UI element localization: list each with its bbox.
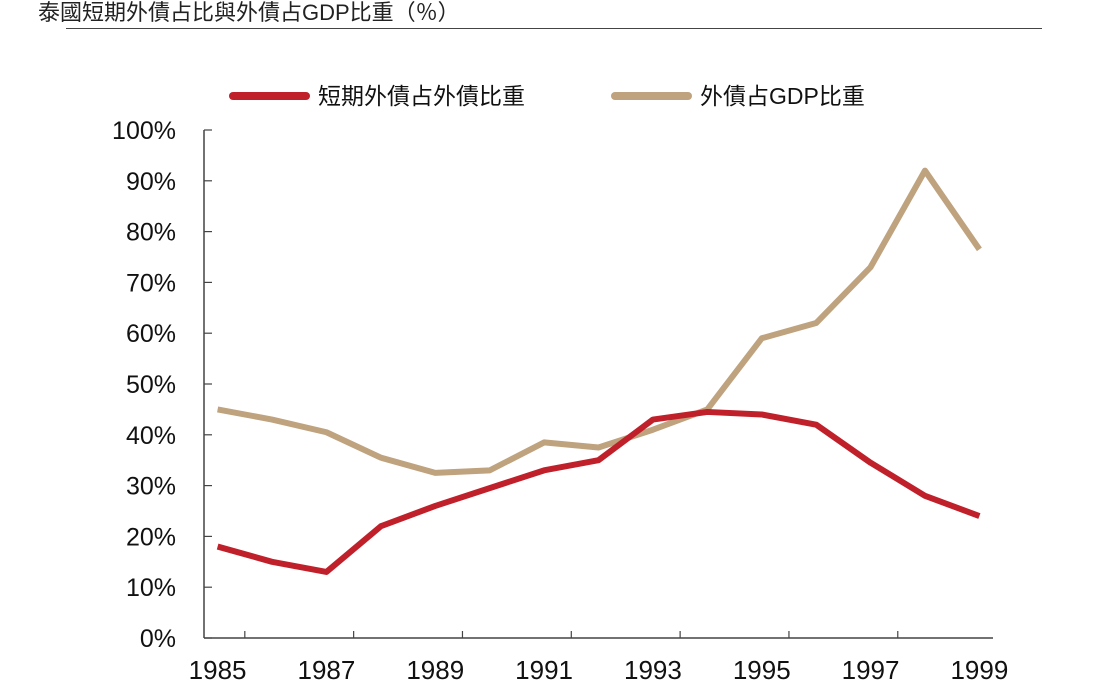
x-tick-label: 1987 (298, 655, 356, 684)
y-tick-label: 0% (140, 625, 176, 653)
legend-label-1: 外債占GDP比重 (700, 83, 865, 109)
x-tick-label: 1997 (842, 655, 900, 684)
chart-series (218, 171, 980, 573)
y-tick-label: 90% (126, 168, 176, 196)
y-tick-label: 60% (126, 320, 176, 348)
y-tick-label: 50% (126, 371, 176, 399)
y-tick-label: 100% (112, 117, 176, 145)
x-tick-label: 1993 (624, 655, 682, 684)
y-tick-label: 20% (126, 523, 176, 551)
x-tick-label: 1989 (406, 655, 464, 684)
x-tick-label: 1995 (733, 655, 791, 684)
y-tick-label: 30% (126, 473, 176, 501)
x-tick-label: 1999 (950, 655, 1008, 684)
chart-legend: 短期外債占外債比重 外債占GDP比重 (233, 83, 865, 109)
chart-axes: 0% 10% 20% 30% 40% 50% 60% 70% 80% 90% 100% 1985 198… (112, 117, 1008, 684)
y-tick-label: 70% (126, 269, 176, 297)
y-tick-label: 40% (126, 422, 176, 450)
legend-label-0: 短期外債占外債比重 (318, 83, 525, 109)
x-tick-label: 1985 (189, 655, 247, 684)
y-tick-label: 10% (126, 574, 176, 602)
y-tick-label: 80% (126, 219, 176, 247)
series-line-1 (218, 171, 980, 473)
x-tick-label: 1991 (515, 655, 573, 684)
